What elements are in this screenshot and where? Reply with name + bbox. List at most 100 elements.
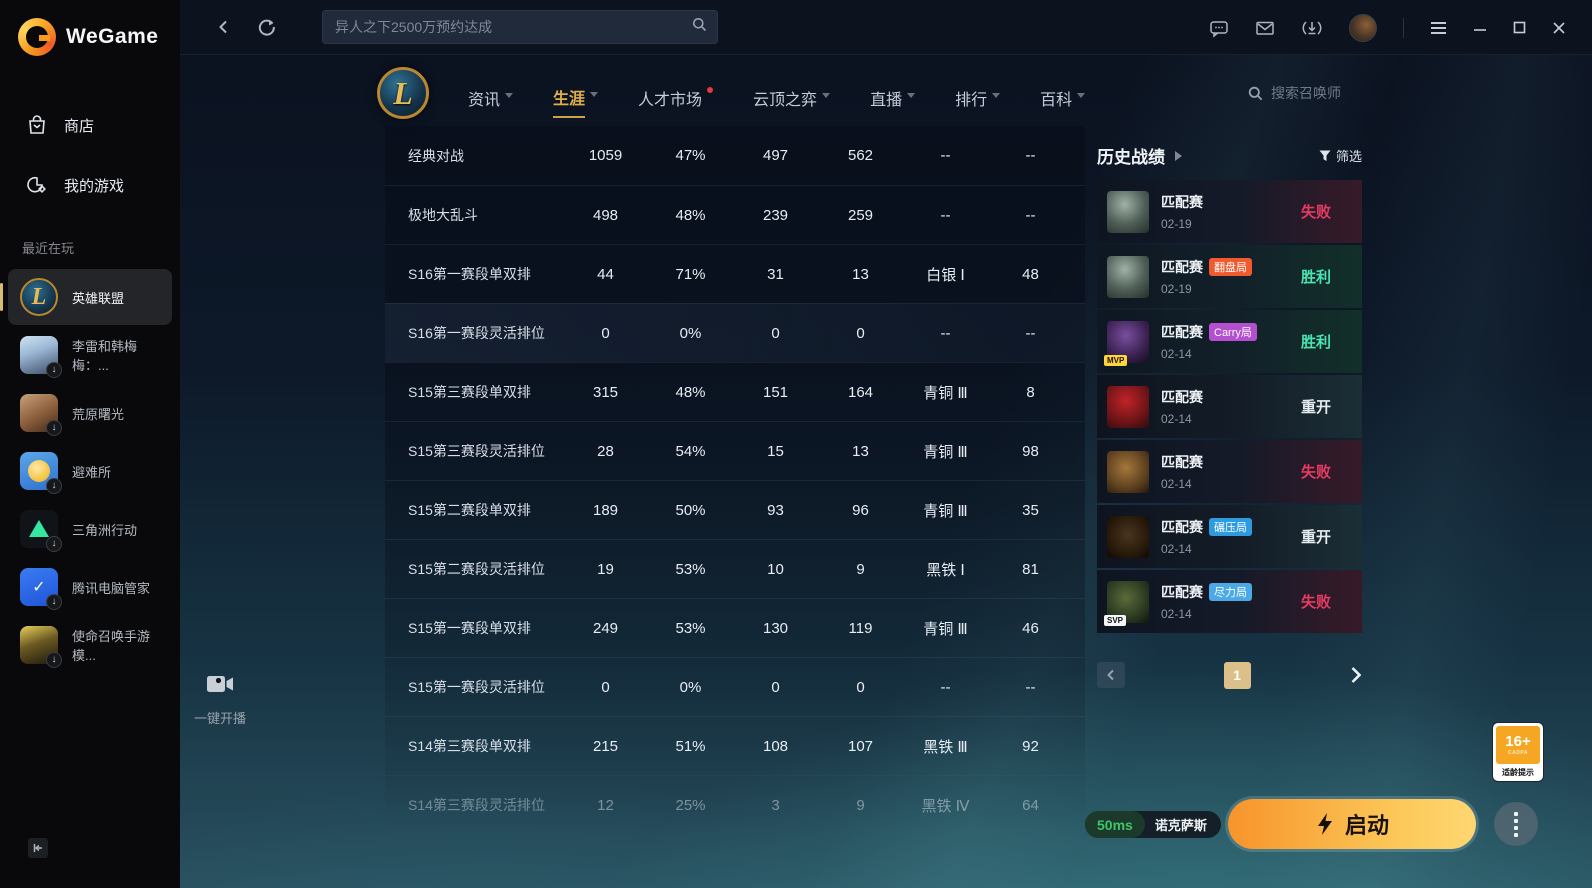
messages-button[interactable] [1209, 18, 1229, 38]
prev-page-button[interactable] [1097, 662, 1125, 688]
table-row[interactable]: 经典对战 1059 47% 497 562 -- -- [385, 126, 1085, 185]
user-avatar[interactable] [1349, 13, 1377, 42]
video-camera-icon [207, 676, 233, 692]
game-item-lol[interactable]: 英雄联盟 [0, 269, 172, 325]
global-search-box[interactable] [322, 10, 718, 44]
wins: 31 [767, 265, 784, 283]
match-row[interactable]: 匹配赛 碾压局 02-14 重开 [1097, 505, 1362, 568]
sidebar-item-my-games[interactable]: 我的游戏 [0, 162, 180, 208]
sidebar-item-label: 我的游戏 [64, 177, 125, 195]
win-rate: 0% [679, 324, 702, 342]
table-row[interactable]: S14第三赛段灵活排位 12 25% 3 9 黑铁 Ⅳ 64 [385, 775, 1085, 834]
chevron-right-icon[interactable] [1175, 150, 1187, 161]
table-row[interactable]: S16第一赛段灵活排位 0 0% 0 0 -- -- [385, 303, 1085, 362]
tab-live[interactable]: 直播 [870, 86, 916, 117]
game-item-codm[interactable]: ↓ 使命召唤手游模... [8, 617, 172, 673]
tab-ranking[interactable]: 排行 [955, 86, 1001, 117]
refresh-button[interactable] [258, 18, 276, 36]
sidebar-collapse-button[interactable] [28, 838, 48, 858]
next-page-button[interactable] [1349, 666, 1362, 684]
table-row[interactable]: 极地大乱斗 498 48% 239 259 -- -- [385, 185, 1085, 244]
summoner-search-box[interactable] [1248, 85, 1381, 101]
match-date: 02-19 [1161, 282, 1192, 296]
game-item-lilei-hanmeimei[interactable]: ↓ 李雷和韩梅梅：... [8, 327, 172, 383]
launch-options-button[interactable] [1494, 802, 1538, 846]
match-row[interactable]: 匹配赛 02-19 失败 [1097, 180, 1362, 243]
match-date: 02-14 [1161, 347, 1192, 361]
main-menu-button[interactable] [1430, 21, 1447, 35]
match-date: 02-19 [1161, 217, 1192, 231]
tab-tft[interactable]: 云顶之弈 [753, 86, 831, 117]
wins: 0 [771, 678, 780, 696]
lol-page-logo[interactable] [377, 63, 431, 123]
mail-button[interactable] [1255, 18, 1275, 38]
page-number[interactable]: 1 [1223, 661, 1251, 689]
table-row[interactable]: S15第二赛段单双排 189 50% 93 96 青铜 Ⅲ 35 [385, 480, 1085, 539]
filter-button[interactable]: 筛选 [1319, 146, 1362, 165]
chevron-down-icon [907, 93, 916, 102]
losses: 259 [847, 206, 874, 224]
tab-wiki[interactable]: 百科 [1040, 86, 1086, 117]
collapse-icon [33, 844, 42, 852]
downloads-button[interactable] [1301, 18, 1323, 38]
game-item-label: 荒原曙光 [72, 406, 125, 422]
summoner-search-input[interactable] [1271, 85, 1381, 101]
rank: 白银 Ⅰ [926, 266, 965, 284]
launch-game-button[interactable]: 启动 [1228, 799, 1476, 849]
search-icon[interactable] [692, 17, 707, 37]
filter-funnel-icon [1319, 150, 1331, 161]
match-row[interactable]: SVP 匹配赛 尽力局 02-14 失败 [1097, 570, 1362, 633]
table-row[interactable]: S14第三赛段单双排 215 51% 108 107 黑铁 Ⅲ 92 [385, 716, 1085, 775]
download-icon: ↓ [46, 362, 62, 378]
game-item-pc-manager[interactable]: ↓ 腾讯电脑管家 [8, 559, 172, 615]
rank-points: 48 [1022, 265, 1039, 283]
tab-label: 人才市场 [638, 92, 703, 109]
match-history-header: 历史战绩 筛选 [1097, 143, 1362, 168]
win-rate: 50% [675, 501, 706, 519]
table-row[interactable]: S16第一赛段单双排 44 71% 31 13 白银 Ⅰ 48 [385, 244, 1085, 303]
game-item-label: 使命召唤手游模... [72, 629, 151, 663]
mode-name: S14第三赛段灵活排位 [408, 797, 545, 813]
mode-name: S15第一赛段单双排 [408, 620, 531, 636]
tab-talent-market[interactable]: 人才市场 [638, 86, 714, 117]
lol-nav: 资讯 生涯 人才市场 云顶之弈 直播 排行 百科 [468, 85, 1086, 118]
server-ping-selector[interactable]: 50ms 诺克萨斯 [1085, 811, 1221, 838]
game-item-binansuo[interactable]: ↓ 避难所 [8, 443, 172, 499]
rank-points: 46 [1022, 619, 1039, 637]
match-row[interactable]: 匹配赛 翻盘局 02-19 胜利 [1097, 245, 1362, 308]
age-hint-label: 适龄提示 [1502, 768, 1534, 777]
carry-badge: Carry局 [1209, 323, 1257, 341]
game-item-delta-force[interactable]: ↓ 三角洲行动 [8, 501, 172, 557]
svp-badge: SVP [1104, 614, 1127, 626]
age-rating-badge[interactable]: 16+ CADPA 适龄提示 [1493, 723, 1543, 781]
match-row[interactable]: MVP 匹配赛 Carry局 02-14 胜利 [1097, 310, 1362, 373]
back-button[interactable] [216, 19, 232, 35]
global-search-input[interactable] [323, 19, 692, 35]
rank-points: 81 [1022, 560, 1039, 578]
close-button[interactable] [1552, 21, 1566, 35]
table-row[interactable]: S15第一赛段灵活排位 0 0% 0 0 -- -- [385, 657, 1085, 716]
game-item-huangyuan-shuguang[interactable]: ↓ 荒原曙光 [8, 385, 172, 441]
rank: -- [940, 206, 951, 224]
rank: 青铜 Ⅲ [923, 620, 968, 638]
table-row[interactable]: S15第二赛段灵活排位 19 53% 10 9 黑铁 Ⅰ 81 [385, 539, 1085, 598]
one-key-stream-button[interactable]: 一键开播 [188, 673, 252, 727]
notification-dot [707, 87, 714, 93]
match-history-title[interactable]: 历史战绩 [1097, 148, 1165, 167]
minimize-button[interactable] [1473, 21, 1487, 35]
sidebar: WeGame 商店 我的游戏 最近在玩 英雄联盟 [0, 0, 180, 888]
match-result: 重开 [1300, 399, 1331, 416]
table-row[interactable]: S15第三赛段单双排 315 48% 151 164 青铜 Ⅲ 8 [385, 362, 1085, 421]
wegame-logo: WeGame [0, 0, 180, 56]
search-icon [1248, 86, 1263, 100]
match-row[interactable]: 匹配赛 02-14 重开 [1097, 375, 1362, 438]
rank: 青铜 Ⅲ [923, 443, 968, 461]
tab-career[interactable]: 生涯 [553, 85, 599, 118]
match-row[interactable]: 匹配赛 02-14 失败 [1097, 440, 1362, 503]
tab-news[interactable]: 资讯 [468, 86, 514, 117]
sidebar-item-store[interactable]: 商店 [0, 102, 180, 148]
match-result: 重开 [1300, 529, 1331, 546]
table-row[interactable]: S15第一赛段单双排 249 53% 130 119 青铜 Ⅲ 46 [385, 598, 1085, 657]
table-row[interactable]: S15第三赛段灵活排位 28 54% 15 13 青铜 Ⅲ 98 [385, 421, 1085, 480]
maximize-button[interactable] [1513, 21, 1526, 34]
